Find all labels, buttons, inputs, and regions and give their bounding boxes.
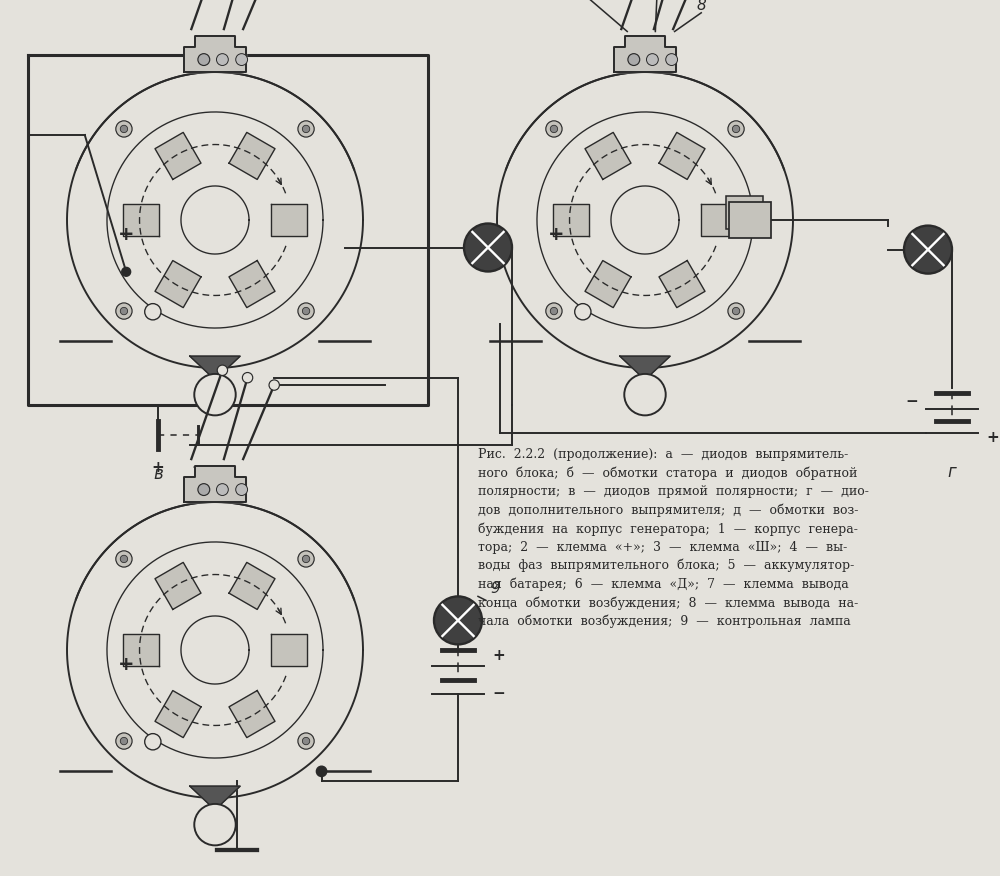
Circle shape	[728, 303, 744, 319]
Circle shape	[302, 125, 310, 132]
Circle shape	[732, 125, 740, 132]
Circle shape	[464, 223, 512, 272]
Text: г: г	[948, 463, 956, 481]
Circle shape	[216, 484, 228, 496]
Polygon shape	[190, 786, 240, 809]
Circle shape	[732, 307, 740, 314]
Text: в: в	[153, 465, 163, 483]
Circle shape	[194, 804, 236, 845]
Polygon shape	[229, 690, 275, 738]
Circle shape	[302, 307, 310, 314]
Circle shape	[120, 125, 128, 132]
Text: +: +	[492, 647, 505, 662]
Circle shape	[316, 766, 327, 776]
Bar	[729, 202, 771, 237]
Circle shape	[298, 121, 314, 137]
Polygon shape	[184, 467, 246, 502]
Text: тора;  2  —  клемма  «+»;  3  —  клемма  «Ш»;  4  —  вы-: тора; 2 — клемма «+»; 3 — клемма «Ш»; 4 …	[478, 540, 847, 554]
Polygon shape	[659, 132, 705, 180]
Text: Рис.  2.2.2  (продолжение):  а  —  диодов  выпрямитель-: Рис. 2.2.2 (продолжение): а — диодов вып…	[478, 448, 848, 461]
Bar	[726, 196, 763, 229]
Text: 9: 9	[490, 582, 500, 597]
Text: полярности;  в  —  диодов  прямой  полярности;  г  —  дио-: полярности; в — диодов прямой полярности…	[478, 485, 869, 498]
Circle shape	[904, 226, 952, 273]
Text: 8: 8	[696, 0, 706, 13]
Text: ного  блока;  б  —  обмотки  статора  и  диодов  обратной: ного блока; б — обмотки статора и диодов…	[478, 467, 857, 480]
Circle shape	[575, 304, 591, 320]
Text: +: +	[118, 225, 134, 244]
Polygon shape	[155, 132, 201, 180]
Polygon shape	[155, 562, 201, 610]
Polygon shape	[553, 204, 589, 237]
Polygon shape	[155, 690, 201, 738]
Polygon shape	[229, 260, 275, 307]
Text: чала  обмотки  возбуждения;  9  —  контрольная  лампа: чала обмотки возбуждения; 9 — контрольна…	[478, 614, 851, 628]
Text: −: −	[905, 393, 918, 408]
Text: −: −	[492, 687, 505, 702]
Circle shape	[216, 53, 228, 66]
Polygon shape	[701, 204, 737, 237]
Text: −: −	[192, 460, 204, 475]
Polygon shape	[614, 37, 676, 72]
Circle shape	[198, 484, 210, 496]
Circle shape	[624, 374, 666, 415]
Circle shape	[120, 555, 128, 562]
Polygon shape	[271, 204, 307, 237]
Circle shape	[298, 303, 314, 319]
Circle shape	[546, 303, 562, 319]
Circle shape	[116, 551, 132, 567]
Circle shape	[269, 380, 279, 391]
Circle shape	[546, 121, 562, 137]
Polygon shape	[184, 37, 246, 72]
Polygon shape	[659, 260, 705, 307]
Circle shape	[116, 733, 132, 749]
Polygon shape	[229, 132, 275, 180]
Polygon shape	[123, 204, 159, 237]
Polygon shape	[229, 562, 275, 610]
Circle shape	[236, 53, 248, 66]
Circle shape	[666, 53, 678, 66]
Polygon shape	[123, 633, 159, 667]
Text: буждения  на  корпус  генератора;  1  —  корпус  генера-: буждения на корпус генератора; 1 — корпу…	[478, 522, 858, 535]
Circle shape	[120, 738, 128, 745]
Text: конца  обмотки  возбуждения;  8  —  клемма  вывода  на-: конца обмотки возбуждения; 8 — клемма вы…	[478, 596, 858, 610]
Polygon shape	[190, 357, 240, 380]
Polygon shape	[620, 357, 670, 380]
Text: воды  фаз  выпрямительного  блока;  5  —  аккумулятор-: воды фаз выпрямительного блока; 5 — акку…	[478, 559, 854, 573]
Text: +: +	[118, 655, 134, 675]
Circle shape	[550, 125, 558, 132]
Circle shape	[116, 303, 132, 319]
Circle shape	[145, 304, 161, 320]
Circle shape	[434, 597, 482, 645]
Circle shape	[298, 551, 314, 567]
Circle shape	[298, 733, 314, 749]
Circle shape	[242, 372, 253, 383]
Circle shape	[194, 374, 236, 415]
Text: ная  батарея;  6  —  клемма  «Д»;  7  —  клемма  вывода: ная батарея; 6 — клемма «Д»; 7 — клемма …	[478, 577, 849, 591]
Polygon shape	[155, 260, 201, 307]
Circle shape	[120, 307, 128, 314]
Circle shape	[122, 267, 131, 276]
Circle shape	[145, 733, 161, 750]
Polygon shape	[271, 633, 307, 667]
Circle shape	[236, 484, 248, 496]
Circle shape	[116, 121, 132, 137]
Circle shape	[302, 555, 310, 562]
Text: +: +	[152, 460, 164, 475]
Polygon shape	[585, 132, 631, 180]
Circle shape	[628, 53, 640, 66]
Polygon shape	[585, 260, 631, 307]
Circle shape	[646, 53, 658, 66]
Circle shape	[550, 307, 558, 314]
Circle shape	[198, 53, 210, 66]
Text: дов  дополнительного  выпрямителя;  д  —  обмотки  воз-: дов дополнительного выпрямителя; д — обм…	[478, 504, 858, 517]
Text: +: +	[548, 225, 564, 244]
Text: +: +	[986, 430, 999, 446]
Circle shape	[217, 365, 228, 376]
Circle shape	[728, 121, 744, 137]
Circle shape	[302, 738, 310, 745]
